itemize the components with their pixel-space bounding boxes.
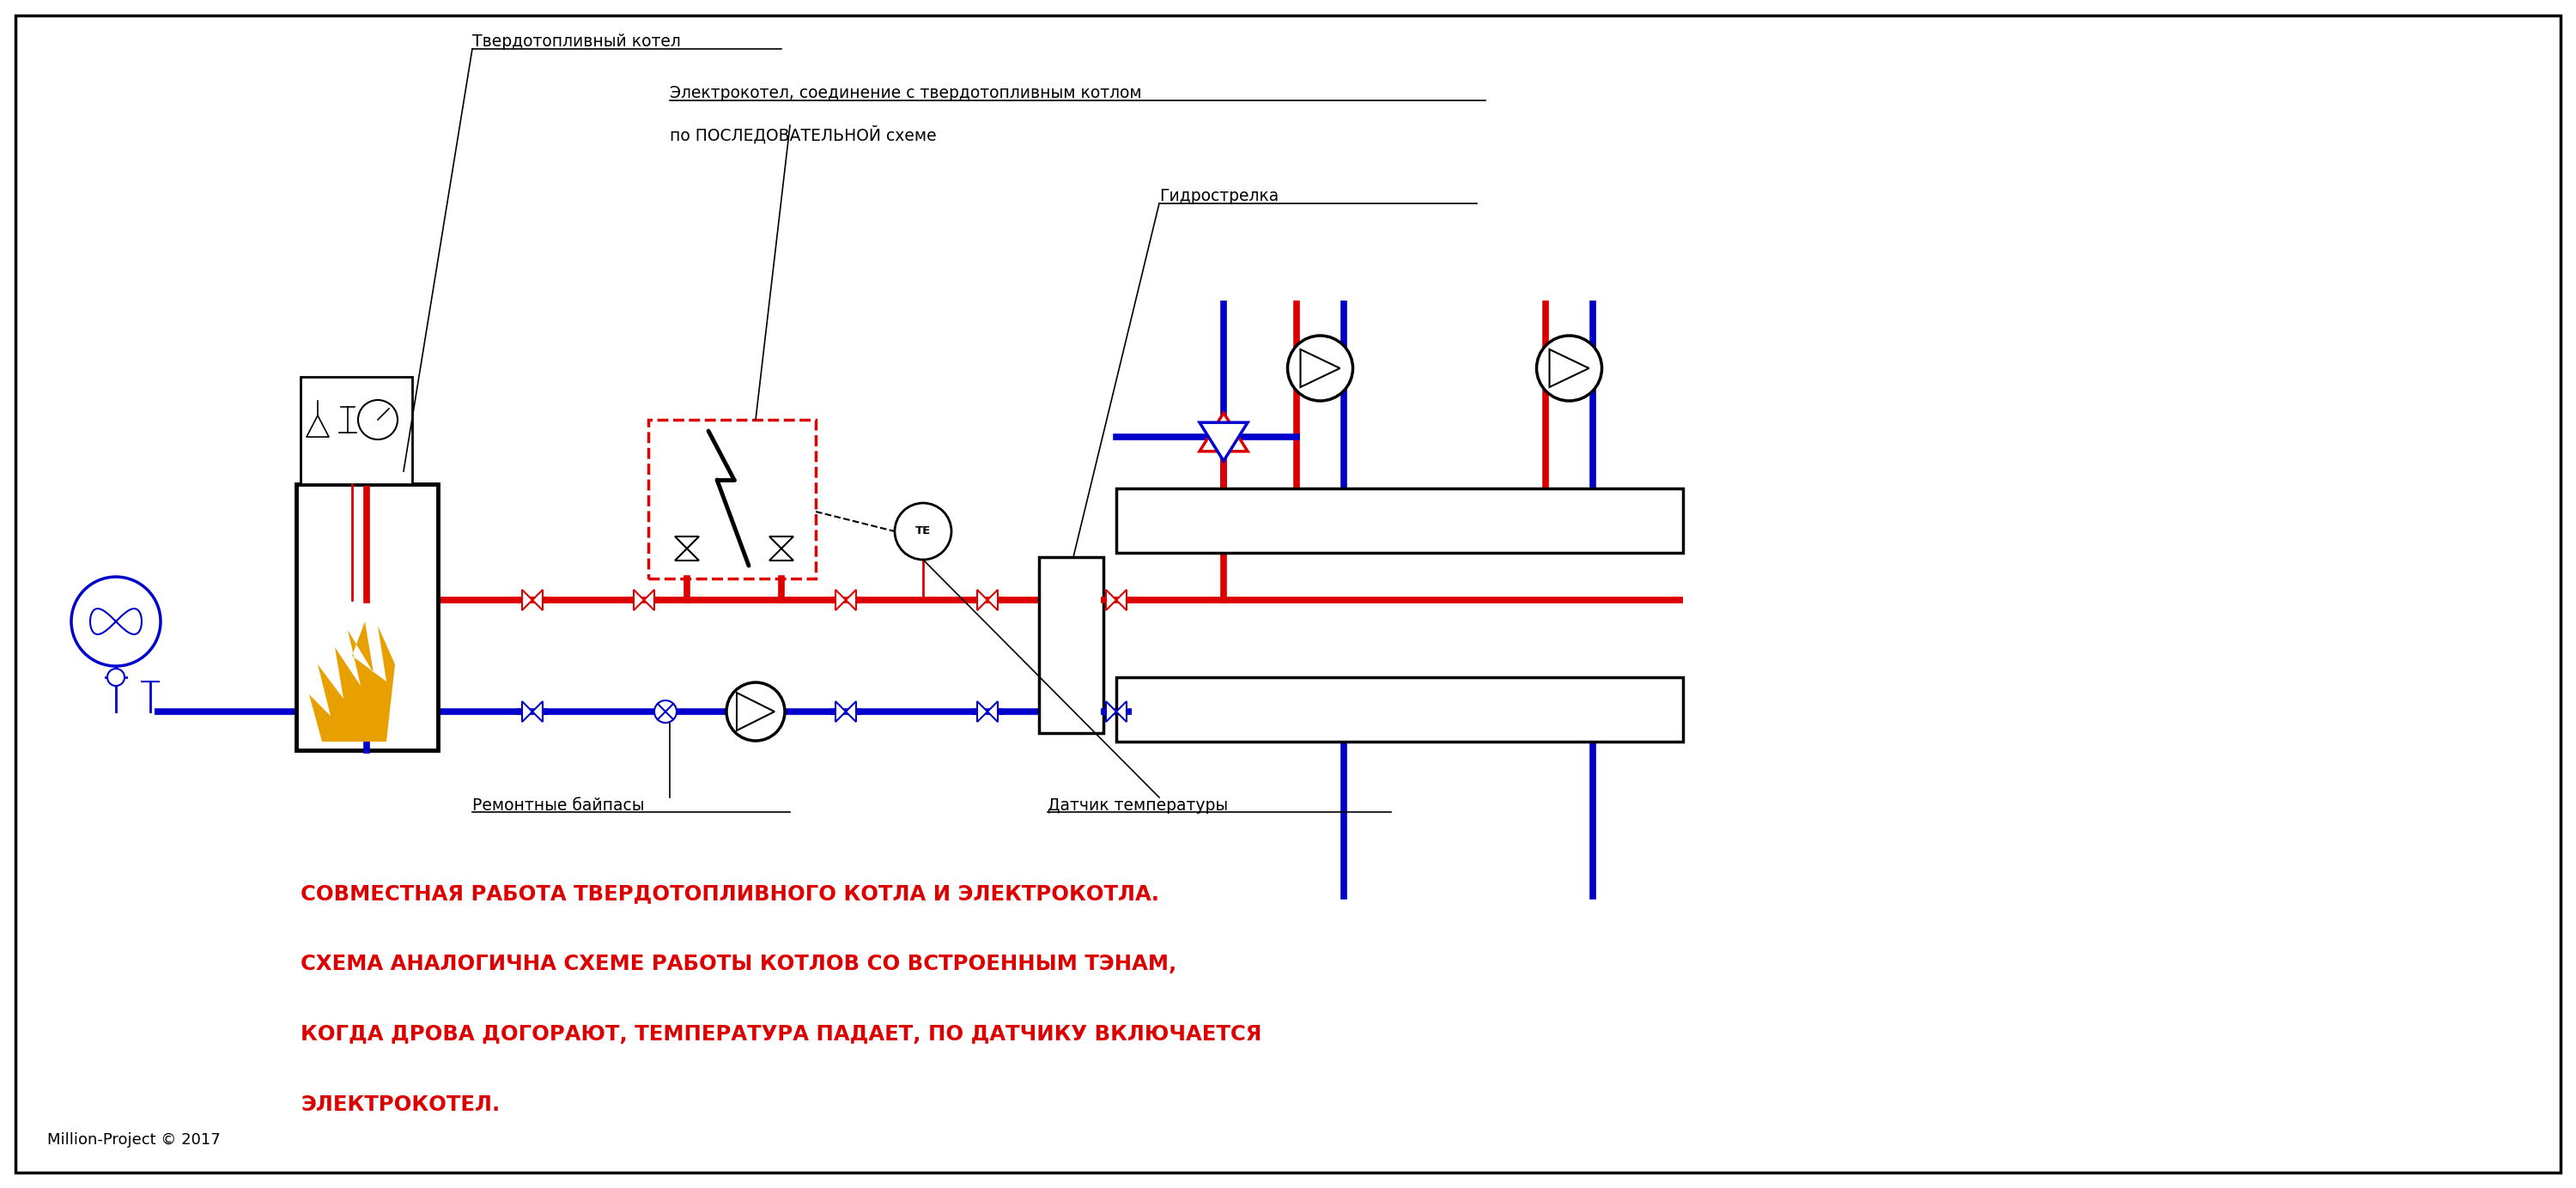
Text: СОВМЕСТНАЯ РАБОТА ТВЕРДОТОПЛИВНОГО КОТЛА И ЭЛЕКТРОКОТЛА.: СОВМЕСТНАЯ РАБОТА ТВЕРДОТОПЛИВНОГО КОТЛА… [301, 883, 1159, 904]
Polygon shape [976, 589, 987, 611]
Text: TE: TE [914, 526, 930, 537]
Polygon shape [634, 589, 644, 611]
Polygon shape [1115, 701, 1126, 722]
Bar [1038, 557, 1103, 733]
Polygon shape [1105, 589, 1115, 611]
Polygon shape [976, 701, 987, 722]
Text: ЭЛЕКТРОКОТЕЛ.: ЭЛЕКТРОКОТЕЛ. [301, 1094, 500, 1116]
Text: Твердотопливный котел: Твердотопливный котел [471, 33, 680, 50]
Polygon shape [675, 549, 698, 561]
Polygon shape [835, 589, 845, 611]
Bar [296, 485, 438, 751]
Polygon shape [737, 693, 775, 731]
Polygon shape [523, 701, 533, 722]
Circle shape [1535, 336, 1602, 400]
Text: СХЕМА АНАЛОГИЧНА СХЕМЕ РАБОТЫ КОТЛОВ СО ВСТРОЕННЫМ ТЭНАМ,: СХЕМА АНАЛОГИЧНА СХЕМЕ РАБОТЫ КОТЛОВ СО … [301, 954, 1177, 974]
Polygon shape [533, 589, 544, 611]
Polygon shape [644, 589, 654, 611]
Polygon shape [1200, 413, 1247, 451]
Text: Электрокотел, соединение с твердотопливным котлом: Электрокотел, соединение с твердотопливн… [670, 86, 1141, 101]
Text: по ПОСЛЕДОВАТЕЛЬНОЙ схеме: по ПОСЛЕДОВАТЕЛЬНОЙ схеме [670, 125, 938, 144]
Circle shape [894, 503, 951, 560]
Polygon shape [770, 549, 793, 561]
Bar [1115, 488, 1682, 552]
Bar [649, 419, 817, 579]
Bar [301, 377, 412, 485]
Circle shape [1288, 336, 1352, 400]
Polygon shape [533, 701, 544, 722]
Polygon shape [1200, 423, 1247, 461]
Polygon shape [987, 701, 997, 722]
Polygon shape [675, 537, 698, 549]
Circle shape [72, 577, 160, 666]
Polygon shape [1301, 349, 1340, 387]
Circle shape [654, 701, 677, 722]
Text: КОГДА ДРОВА ДОГОРАЮТ, ТЕМПЕРАТУРА ПАДАЕТ, ПО ДАТЧИКУ ВКЛЮЧАЕТСЯ: КОГДА ДРОВА ДОГОРАЮТ, ТЕМПЕРАТУРА ПАДАЕТ… [301, 1024, 1262, 1044]
Circle shape [726, 682, 786, 741]
Polygon shape [845, 701, 855, 722]
Polygon shape [523, 589, 533, 611]
Text: Гидрострелка: Гидрострелка [1159, 188, 1278, 204]
Polygon shape [309, 621, 394, 741]
Polygon shape [835, 701, 845, 722]
Text: Ремонтные байпасы: Ремонтные байпасы [471, 797, 644, 814]
Polygon shape [1105, 701, 1115, 722]
Circle shape [358, 400, 397, 440]
Polygon shape [770, 537, 793, 549]
Polygon shape [845, 589, 855, 611]
Polygon shape [1548, 349, 1589, 387]
Polygon shape [1115, 589, 1126, 611]
Text: Датчик температуры: Датчик температуры [1048, 797, 1229, 814]
Text: Million-Project © 2017: Million-Project © 2017 [46, 1132, 222, 1148]
Bar [1115, 677, 1682, 741]
Circle shape [108, 669, 124, 685]
Polygon shape [987, 589, 997, 611]
